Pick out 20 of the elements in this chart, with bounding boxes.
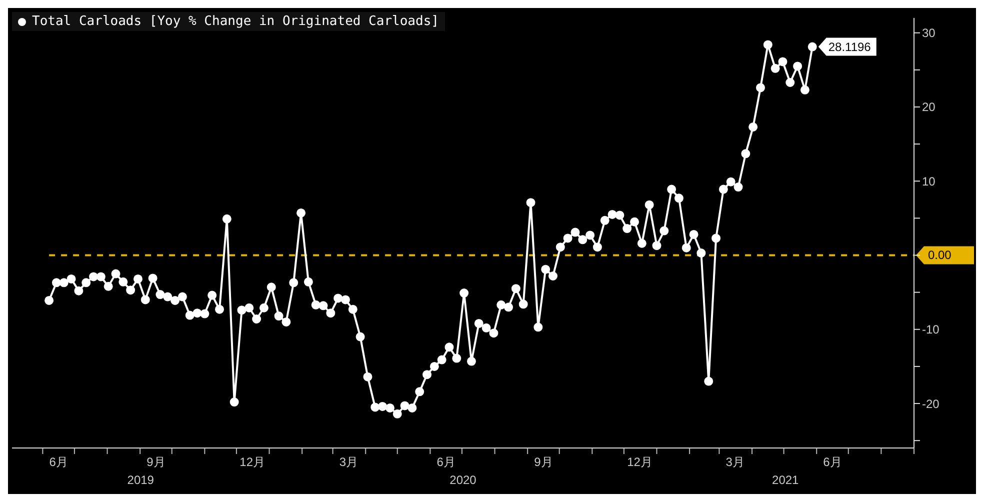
x-tick-label: 12月 [627,455,652,469]
x-tick-label: 9月 [146,455,166,469]
x-tick-label: 3月 [339,455,358,469]
y-tick-label: -10 [922,322,940,337]
x-tick-label: 9月 [534,455,553,469]
y-tick-label: 10 [922,174,936,188]
x-tick-label: 6月 [436,455,456,469]
text: 2019 [127,473,154,487]
data-label: 28.1196 [828,40,872,54]
legend-label: Total Carloads [Yoy % Change in Originated Carloads] [32,14,439,29]
x-tick-label: 6月 [823,455,842,469]
y-tick-label: 30 [922,26,936,40]
ref-line-label: 0.00 [928,248,952,262]
x-tick-label: 6月 [49,455,68,469]
x-tick-label: 12月 [240,455,265,469]
x-tick-label: 3月 [726,455,744,469]
y-tick-label: 20 [922,100,936,114]
text: 2020 [450,473,477,487]
text: 2021 [772,473,800,487]
y-tick-label: -20 [922,396,940,411]
